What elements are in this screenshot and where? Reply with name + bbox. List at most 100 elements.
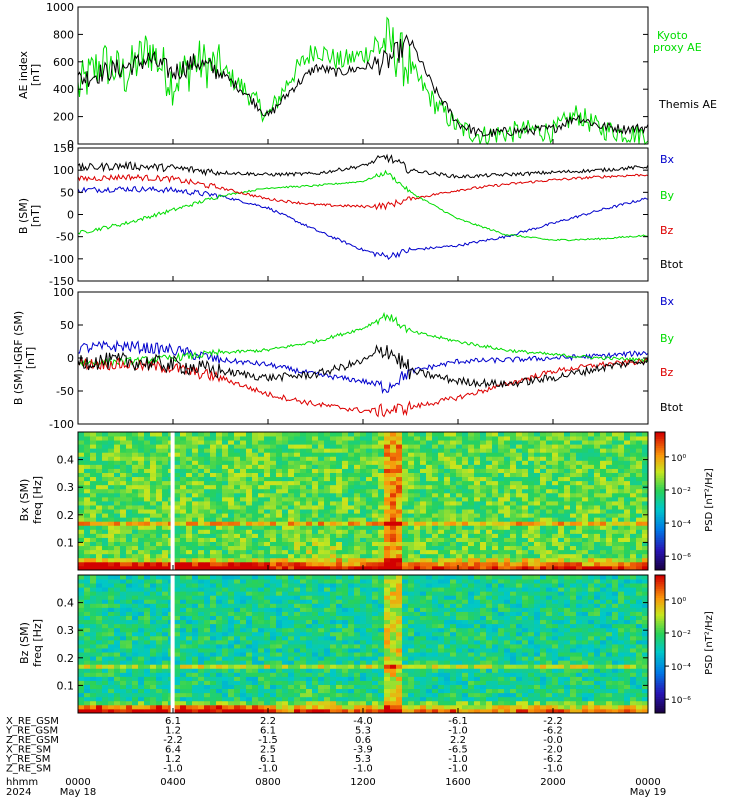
spectrogram-cell (390, 452, 397, 457)
spectrogram-cell (396, 660, 403, 665)
spectrogram-cell (330, 652, 337, 657)
spectrogram-cell (174, 537, 181, 542)
spectrogram-cell (126, 668, 133, 673)
spectrogram-cell (138, 505, 145, 510)
spectrogram-cell (144, 436, 151, 441)
spectrogram-cell (258, 464, 265, 469)
spectrogram-cell (456, 692, 463, 698)
spectrogram-cell (402, 501, 409, 506)
spectrogram-cell (282, 513, 289, 518)
spectrogram-cell (108, 660, 115, 665)
spectrogram-cell (582, 553, 589, 559)
spectrogram-cell (222, 549, 229, 555)
spectrogram-cell (228, 480, 235, 486)
spectrogram-cell (294, 684, 301, 690)
spectrogram-cell (582, 464, 589, 469)
spectrogram-cell (618, 432, 625, 437)
spectrogram-cell (258, 440, 265, 445)
spectrogram-cell (444, 484, 451, 490)
spectrogram-cell (162, 652, 169, 657)
spectrogram-cell (402, 656, 409, 661)
spectrogram-cell (324, 456, 331, 461)
spectrogram-cell (258, 436, 265, 441)
spectrogram-cell (84, 472, 91, 478)
spectrogram-cell (588, 676, 595, 681)
spectrogram-cell (360, 488, 367, 494)
spectrogram-cell (162, 660, 169, 665)
spectrogram-cell (276, 680, 283, 685)
spectrogram-cell (324, 553, 331, 559)
spectrogram-cell (444, 565, 451, 571)
spectrogram-cell (474, 565, 481, 571)
spectrogram-cell (210, 480, 217, 486)
spectrogram-cell (588, 565, 595, 571)
spectrogram-cell (210, 549, 217, 555)
spectrogram-cell (252, 684, 259, 690)
spectrogram-cell (516, 452, 523, 457)
bx-cbar-cell (655, 494, 665, 497)
spectrogram-cell (426, 545, 433, 551)
bdiff-plot-area (77, 311, 649, 418)
spectrogram-cell (594, 476, 601, 482)
spectrogram-cell (630, 492, 637, 498)
spectrogram-cell (102, 644, 109, 649)
spectrogram-cell (264, 509, 271, 514)
spectrogram-cell (372, 496, 379, 502)
spectrogram-cell (204, 432, 211, 437)
bx-cbar-cell (655, 475, 665, 479)
spectrogram-cell (546, 664, 553, 669)
spectrogram-cell (114, 496, 121, 502)
spectrogram-cell (432, 553, 439, 559)
spectrogram-cell (414, 440, 421, 445)
spectrogram-cell (246, 460, 253, 465)
spectrogram-cell (468, 456, 475, 461)
spectrogram-cell (390, 708, 397, 714)
spectrogram-cell (402, 696, 409, 702)
spectrogram-cell (108, 557, 115, 563)
spectrogram-cell (504, 505, 511, 510)
spectrogram-cell (342, 656, 349, 661)
spectrogram-cell (108, 541, 115, 547)
spectrogram-cell (366, 480, 373, 486)
spectrogram-cell (132, 517, 139, 522)
spectrogram-cell (360, 672, 367, 677)
spectrogram-cell (618, 496, 625, 502)
spectrogram-cell (396, 517, 403, 522)
spectrogram-cell (84, 700, 91, 706)
spectrogram-cell (288, 545, 295, 551)
spectrogram-cell (384, 688, 391, 694)
spectrogram-cell (462, 492, 469, 498)
spectrogram-cell (540, 440, 547, 445)
spectrogram-cell (210, 553, 217, 559)
spectrogram-cell (120, 664, 127, 669)
spectrogram-cell (138, 708, 145, 714)
spectrogram-cell (438, 652, 445, 657)
spectrogram-cell (360, 668, 367, 673)
spectrogram-cell (522, 496, 529, 502)
spectrogram-cell (522, 521, 529, 526)
spectrogram-cell (294, 509, 301, 514)
spectrogram-cell (504, 488, 511, 494)
spectrogram-cell (78, 513, 85, 518)
spectrogram-cell (234, 557, 241, 563)
spectrogram-cell (522, 517, 529, 522)
spectrogram-cell (492, 684, 499, 690)
spectrogram-cell (540, 561, 547, 567)
spectrogram-cell (90, 513, 97, 518)
spectrogram-cell (540, 664, 547, 669)
spectrogram-cell (138, 484, 145, 490)
spectrogram-cell (306, 444, 313, 449)
spectrogram-cell (102, 549, 109, 555)
spectrogram-cell (324, 505, 331, 510)
spectrogram-cell (504, 452, 511, 457)
spectrogram-cell (204, 664, 211, 669)
spectrogram-cell (468, 545, 475, 551)
spectrogram-cell (564, 688, 571, 694)
spectrogram-cell (78, 432, 85, 437)
spectrogram-cell (474, 513, 481, 518)
spectrogram-cell (366, 432, 373, 437)
spectrogram-cell (522, 656, 529, 661)
spectrogram-cell (138, 668, 145, 673)
spectrogram-cell (576, 513, 583, 518)
